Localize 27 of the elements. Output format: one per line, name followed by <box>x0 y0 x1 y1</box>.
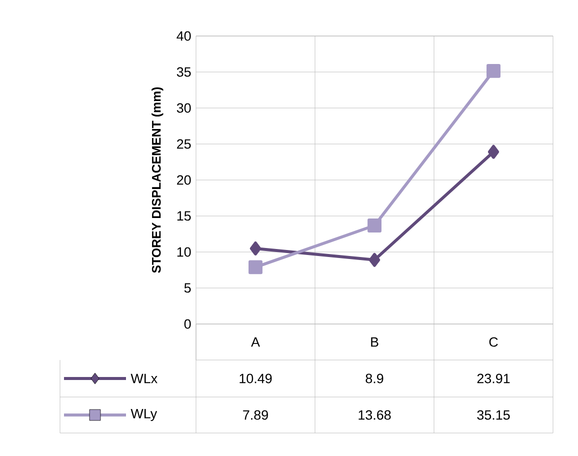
data-label: 35.15 <box>477 410 510 420</box>
data-label: 23.91 <box>477 374 510 384</box>
y-tick-label: 20 <box>177 175 191 185</box>
point <box>250 241 262 256</box>
data-label: 8.9 <box>366 374 384 384</box>
legend-label: WLx <box>130 374 158 384</box>
legend-label: WLy <box>130 408 158 422</box>
x-tick-label: C <box>489 337 498 347</box>
y-tick-label: 0 <box>184 319 191 329</box>
point <box>488 144 500 159</box>
y-axis-title: STOREY DISPLACEMENT (mm) <box>152 87 164 273</box>
point <box>248 260 262 274</box>
y-tick-label: 35 <box>176 67 191 77</box>
y-tick-label: 40 <box>176 31 191 41</box>
x-tick-label: A <box>251 337 260 347</box>
x-tick-label: B <box>371 337 378 347</box>
point <box>368 252 380 267</box>
data-label: 7.89 <box>243 410 268 420</box>
y-tick-label: 30 <box>176 103 191 113</box>
point <box>368 218 382 232</box>
y-tick-label: 5 <box>184 283 191 293</box>
data-label: 10.49 <box>240 374 272 384</box>
y-tick-label: 25 <box>177 139 191 149</box>
point <box>486 64 500 78</box>
y-tick-label: 15 <box>177 211 191 221</box>
y-tick-label: 10 <box>177 247 191 257</box>
data-label: 13.68 <box>358 410 391 420</box>
